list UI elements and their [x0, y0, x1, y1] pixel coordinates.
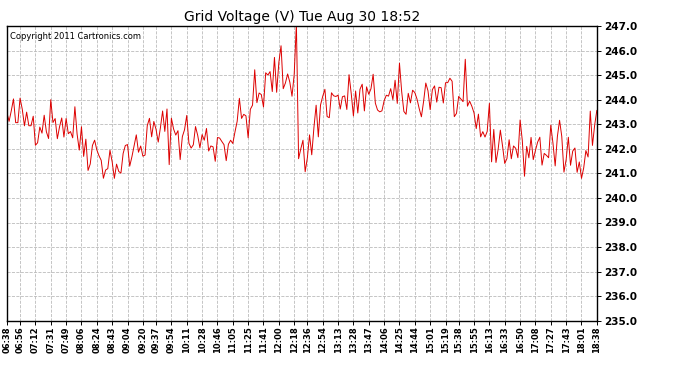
Text: Copyright 2011 Cartronics.com: Copyright 2011 Cartronics.com [10, 32, 141, 41]
Title: Grid Voltage (V) Tue Aug 30 18:52: Grid Voltage (V) Tue Aug 30 18:52 [184, 10, 420, 24]
